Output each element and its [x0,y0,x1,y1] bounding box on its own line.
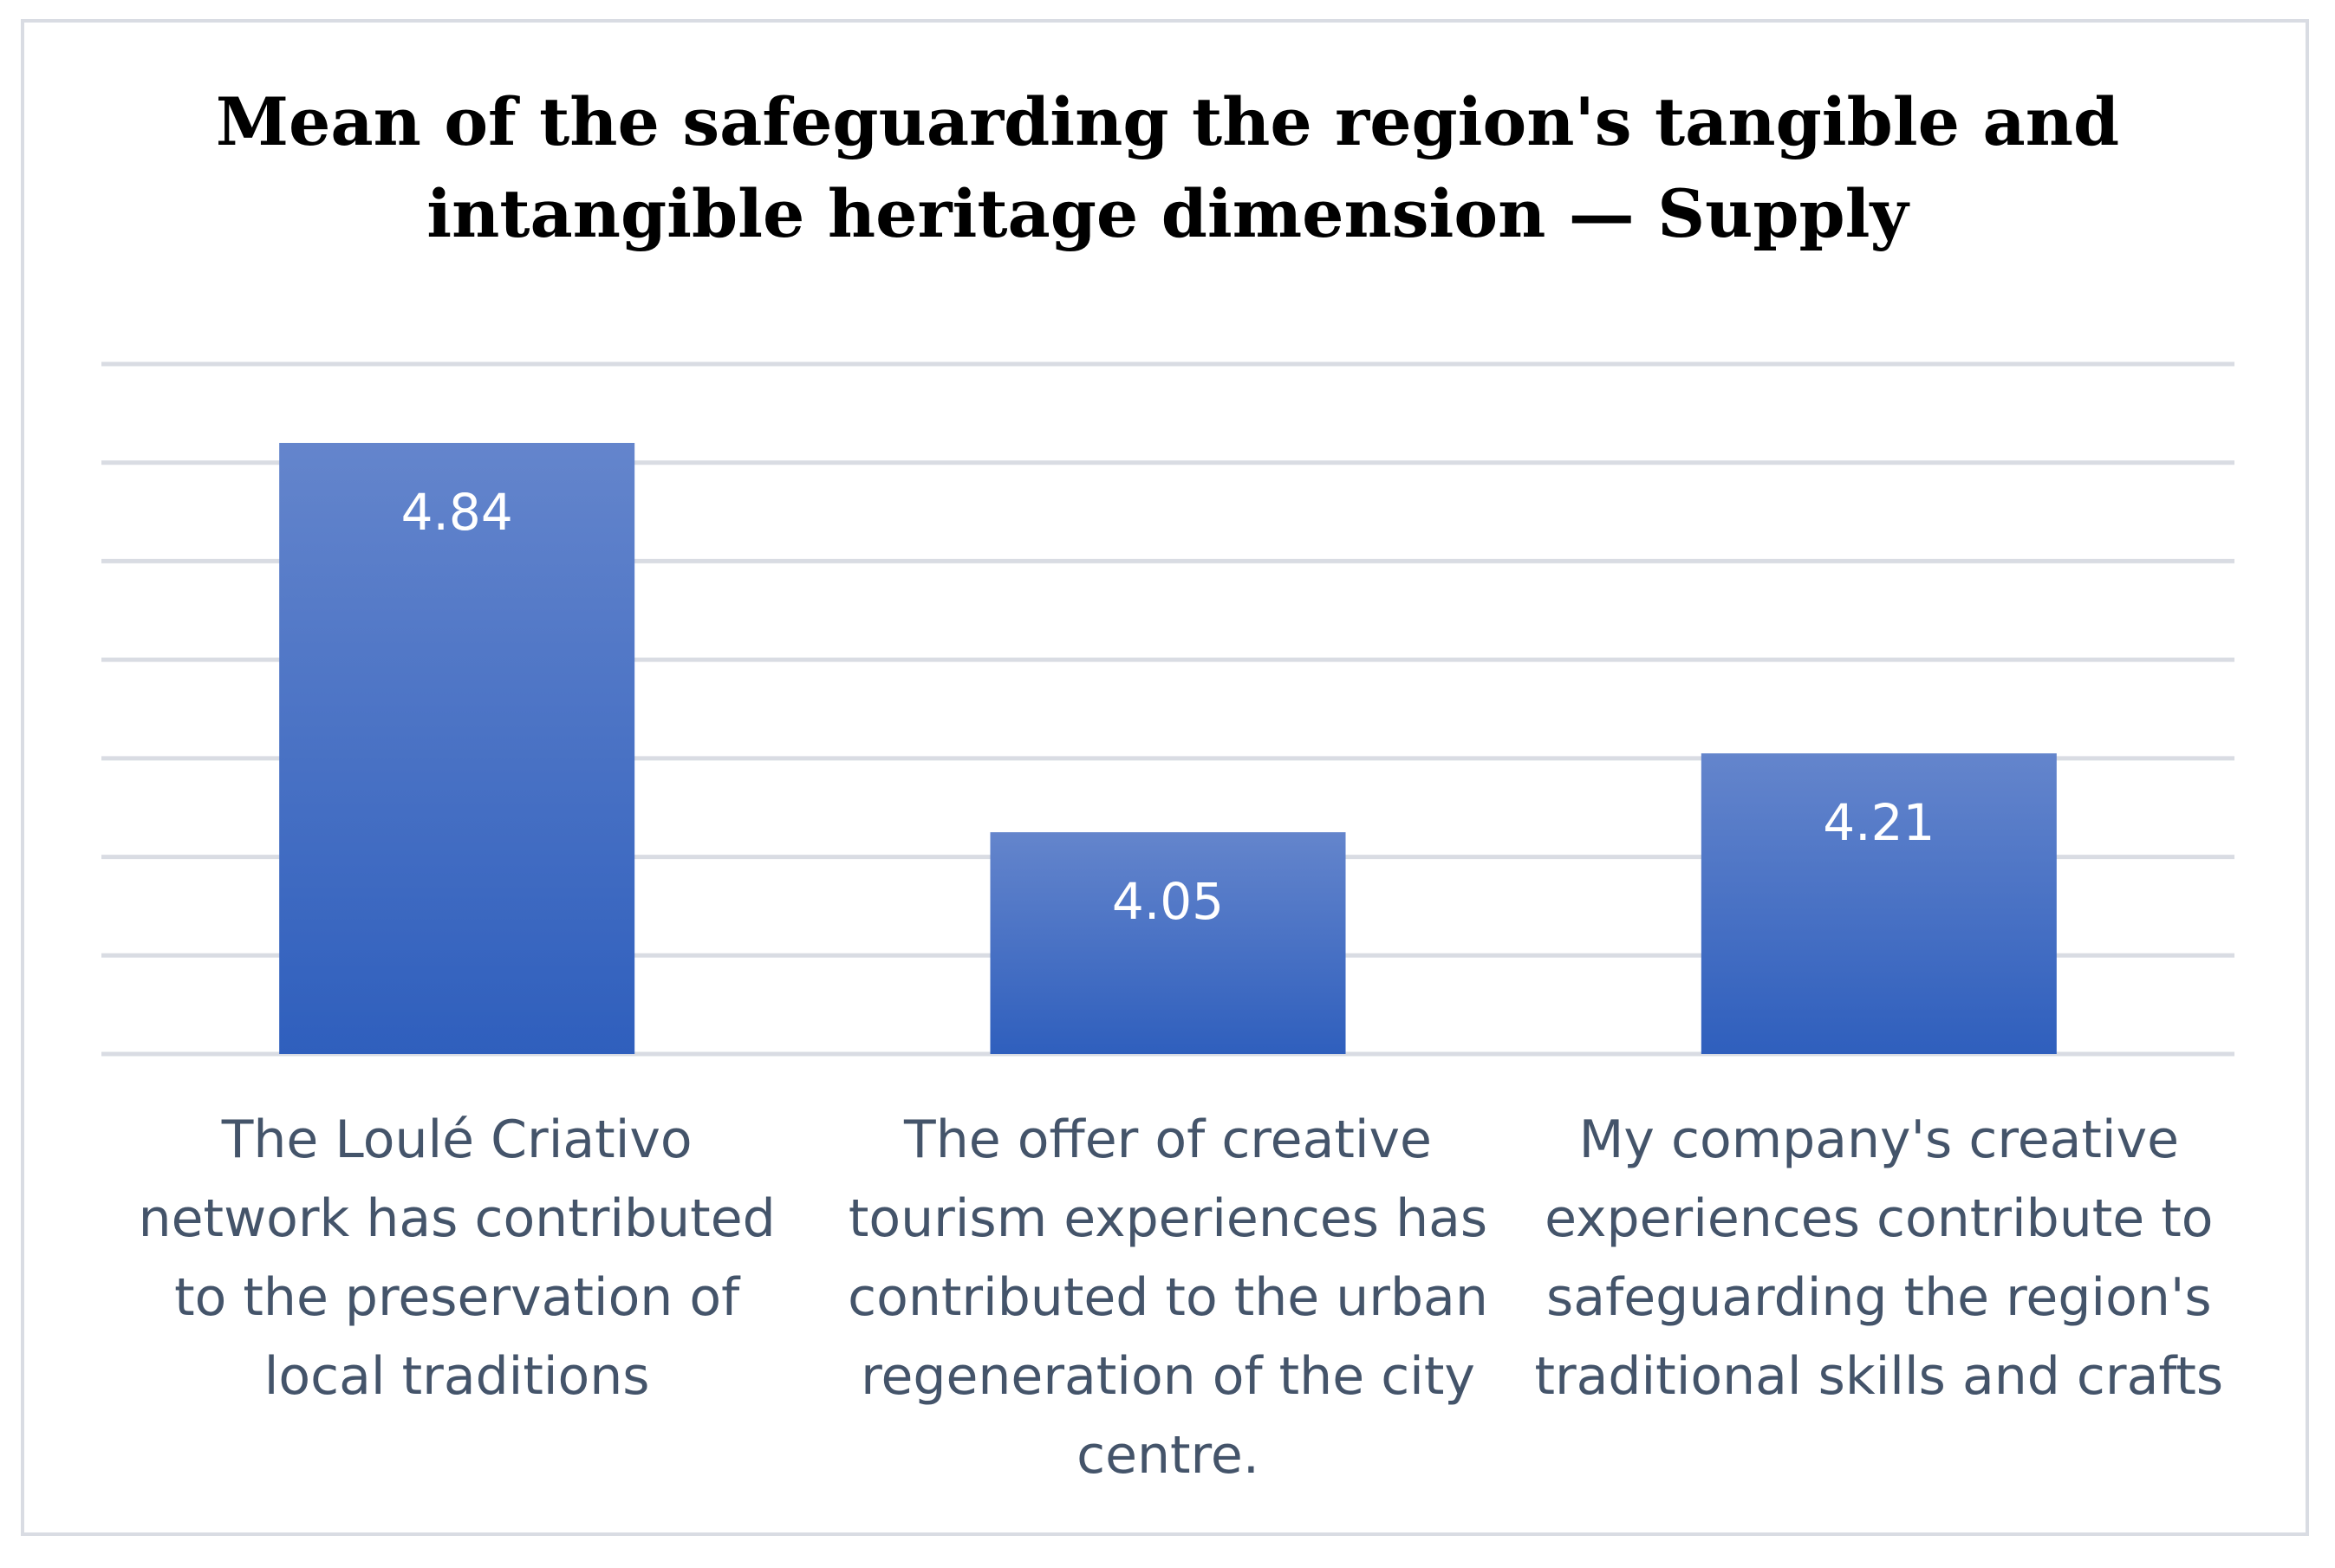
data-label: 4.05 [1112,872,1224,931]
chart-title-line-1: Mean of the safeguarding the region's ta… [215,83,2120,160]
data-labels: 4.84 4.05 4.21 [401,483,1935,931]
chart-title-line-2: intangible heritage dimension — Supply [426,175,1909,252]
chart-title: Mean of the safeguarding the region's ta… [0,76,2335,260]
bars [279,442,2057,1054]
data-label: 4.84 [401,483,513,542]
bar [1701,753,2057,1054]
data-label: 4.21 [1823,793,1935,852]
bar [990,832,1346,1054]
bar [279,442,635,1054]
